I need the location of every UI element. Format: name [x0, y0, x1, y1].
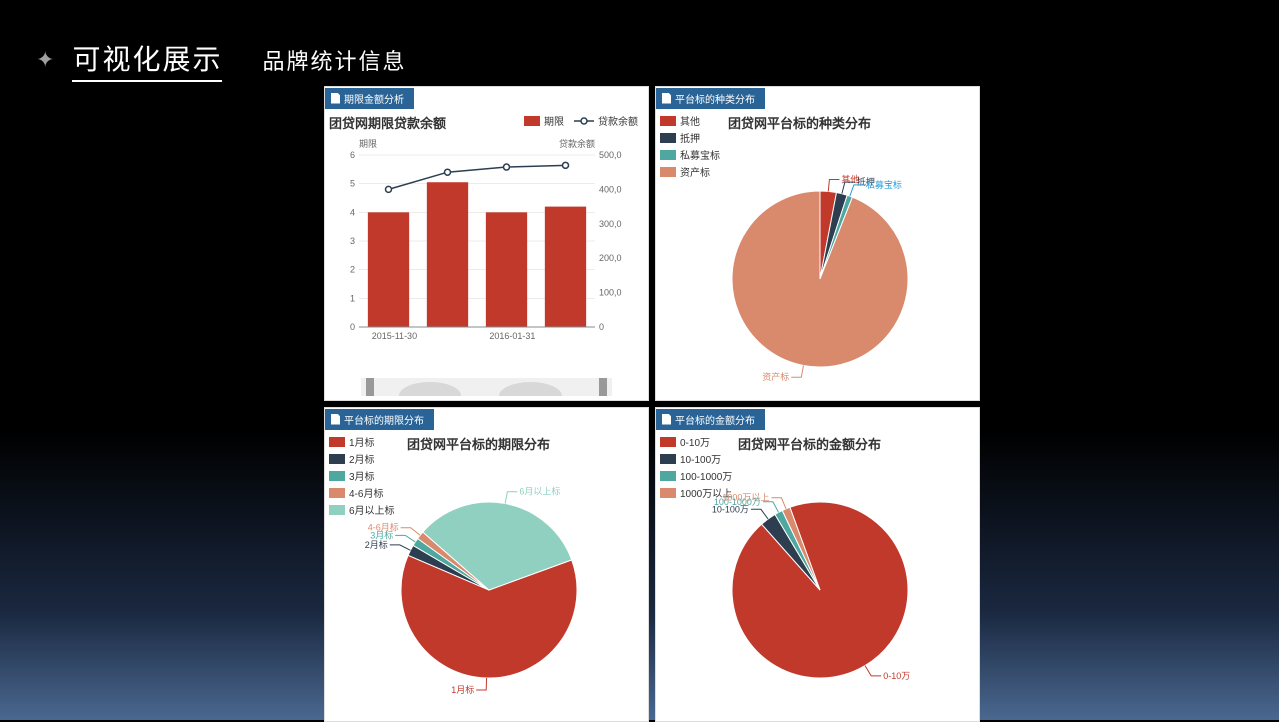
legend-item[interactable]: 抵押 [660, 130, 720, 145]
svg-text:2月标: 2月标 [365, 539, 388, 550]
panel-header: 平台标的金额分布 [656, 408, 979, 430]
panel-tab[interactable]: 平台标的期限分布 [325, 409, 434, 430]
legend-label: 2月标 [349, 451, 375, 466]
panel-tab[interactable]: 期限金额分析 [325, 88, 414, 109]
legend-item[interactable]: 1月标 [329, 434, 395, 449]
panel-body: 团贷网平台标的种类分布 其他 抵押 私募宝标 资产标 其他抵押私募宝标资产标 [656, 109, 979, 400]
document-icon [331, 414, 340, 425]
svg-text:2015-11-30: 2015-11-30 [372, 331, 417, 341]
svg-text:200,0: 200,0 [599, 253, 622, 263]
legend-item-line[interactable]: 贷款余额 [574, 113, 638, 128]
svg-text:期限: 期限 [359, 139, 377, 149]
legend-item[interactable]: 2月标 [329, 451, 395, 466]
legend-label: 期限 [544, 113, 564, 128]
bar-line-chart: 期限 贷款余额 0 1 2 3 4 5 6 0 100,0 200,0 300,0 400,0 500,0 2… [331, 137, 631, 357]
svg-text:私募宝标: 私募宝标 [866, 179, 902, 190]
legend-line-icon [574, 116, 594, 126]
legend-item[interactable]: 10-100万 [660, 451, 732, 466]
legend-label: 10-100万 [680, 451, 721, 466]
legend-label: 0-10万 [680, 434, 710, 449]
panel-header: 平台标的种类分布 [656, 87, 979, 109]
chart-title: 团贷网期限贷款余额 [329, 113, 446, 132]
legend-label: 抵押 [680, 130, 700, 145]
pie-chart: 1月标2月标3月标4-6月标6月以上标 [329, 470, 639, 720]
svg-text:5: 5 [350, 179, 355, 189]
legend-label: 1月标 [349, 434, 375, 449]
svg-text:3: 3 [350, 236, 355, 246]
panel-term-dist: 平台标的期限分布 团贷网平台标的期限分布 1月标 2月标 3月标 4-6月标 6… [324, 407, 649, 722]
svg-text:300,0: 300,0 [599, 219, 622, 229]
title-main: 可视化展示 [72, 38, 222, 82]
legend-swatch [660, 437, 676, 447]
legend-swatch [660, 116, 676, 126]
page-header: ✦ 可视化展示 品牌统计信息 [36, 38, 406, 82]
dashboard-grid: 期限金额分析 团贷网期限贷款余额 期限 贷款余额 期限贷款余额012345601… [324, 86, 980, 722]
decoration-star-icon: ✦ [36, 47, 54, 73]
svg-text:贷款余额: 贷款余额 [559, 138, 595, 149]
legend-swatch [524, 116, 540, 126]
svg-text:4-6月标: 4-6月标 [368, 522, 399, 533]
panel-term-amount: 期限金额分析 团贷网期限贷款余额 期限 贷款余额 期限贷款余额012345601… [324, 86, 649, 401]
svg-text:1月标: 1月标 [451, 684, 474, 695]
panel-header: 期限金额分析 [325, 87, 648, 109]
panel-tab-label: 平台标的期限分布 [344, 412, 424, 427]
panel-type-dist: 平台标的种类分布 团贷网平台标的种类分布 其他 抵押 私募宝标 资产标 其他抵押… [655, 86, 980, 401]
panel-amount-dist: 平台标的金额分布 团贷网平台标的金额分布 0-10万 10-100万 100-1… [655, 407, 980, 722]
svg-text:0: 0 [350, 322, 355, 332]
legend-item[interactable]: 其他 [660, 113, 720, 128]
panel-body: 团贷网平台标的金额分布 0-10万 10-100万 100-1000万 1000… [656, 430, 979, 721]
svg-text:2: 2 [350, 265, 355, 275]
range-slider[interactable] [361, 378, 612, 396]
panel-tab-label: 平台标的金额分布 [675, 412, 755, 427]
chart-legend: 期限 贷款余额 [524, 113, 638, 130]
legend-swatch [329, 437, 345, 447]
panel-body: 团贷网平台标的期限分布 1月标 2月标 3月标 4-6月标 6月以上标 1月标2… [325, 430, 648, 721]
panel-tab[interactable]: 平台标的种类分布 [656, 88, 765, 109]
svg-text:400,0: 400,0 [599, 184, 622, 194]
legend-swatch [660, 133, 676, 143]
svg-text:1: 1 [350, 293, 355, 303]
chart-title: 团贷网平台标的期限分布 [407, 434, 550, 453]
legend-label: 贷款余额 [598, 113, 638, 128]
panel-tab-label: 期限金额分析 [344, 91, 404, 106]
legend-item-bar[interactable]: 期限 [524, 113, 564, 128]
legend-swatch [660, 454, 676, 464]
pie-chart: 0-10万10-100万100-1000万1000万以上 [660, 470, 970, 720]
document-icon [331, 93, 340, 104]
svg-text:100,0: 100,0 [599, 288, 622, 298]
document-icon [662, 93, 671, 104]
legend-item[interactable]: 0-10万 [660, 434, 732, 449]
svg-text:0: 0 [599, 322, 604, 332]
svg-text:资产标: 资产标 [762, 371, 789, 382]
document-icon [662, 414, 671, 425]
svg-text:1000万以上: 1000万以上 [722, 493, 769, 503]
svg-text:6月以上标: 6月以上标 [519, 486, 560, 497]
chart-title: 团贷网平台标的种类分布 [728, 113, 871, 132]
title-sub: 品牌统计信息 [262, 44, 406, 76]
panel-tab-label: 平台标的种类分布 [675, 91, 755, 106]
panel-header: 平台标的期限分布 [325, 408, 648, 430]
legend-label: 其他 [680, 113, 700, 128]
panel-tab[interactable]: 平台标的金额分布 [656, 409, 765, 430]
svg-text:500,0: 500,0 [599, 150, 622, 160]
svg-text:6: 6 [350, 150, 355, 160]
chart-title: 团贷网平台标的金额分布 [738, 434, 881, 453]
svg-text:4: 4 [350, 207, 355, 217]
svg-text:2016-01-31: 2016-01-31 [489, 331, 535, 341]
panel-body: 团贷网期限贷款余额 期限 贷款余额 期限贷款余额01234560100,0200… [325, 109, 648, 400]
svg-text:0-10万: 0-10万 [883, 671, 910, 681]
pie-chart: 其他抵押私募宝标资产标 [660, 149, 970, 399]
legend-swatch [329, 454, 345, 464]
